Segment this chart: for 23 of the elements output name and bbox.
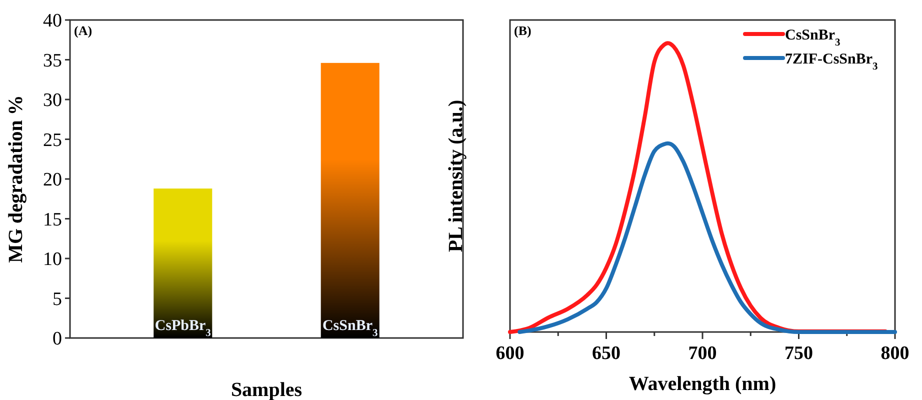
legend-label: 7ZIF-CsSnBr$_{3}$: [785, 51, 878, 72]
x-tick-label: 700: [688, 343, 717, 364]
y-tick-label: 15: [43, 209, 62, 230]
y-tick-label: 0: [52, 328, 62, 350]
text: (B): [514, 23, 532, 38]
x-axis-title: Wavelength (nm): [628, 373, 776, 395]
x-tick-label: 650: [592, 343, 620, 364]
y-axis-title: MG degradation %: [5, 95, 27, 263]
annotation: (A): [74, 23, 92, 38]
x-axis-title: Samples: [230, 379, 302, 400]
y-tick-label: 20: [43, 170, 62, 191]
y-tick-label: 5: [52, 288, 62, 310]
y-axis-title: PL intensity (a.u.): [445, 100, 467, 252]
x-tick-label: 600: [496, 343, 524, 364]
y-tick-label: 25: [43, 130, 62, 151]
x-tick-label: 800: [880, 343, 910, 364]
x-tick-label: CsPbBr$_{3}$: [154, 318, 211, 338]
y-tick-label: 40: [43, 10, 62, 32]
y-tick-label: 30: [43, 90, 62, 112]
y-tick-label: 35: [43, 50, 62, 72]
x-tick-label: 750: [784, 343, 813, 364]
legend-label: CsSnBr$_{3}$: [785, 27, 840, 48]
y-tick-label: 10: [43, 249, 62, 270]
